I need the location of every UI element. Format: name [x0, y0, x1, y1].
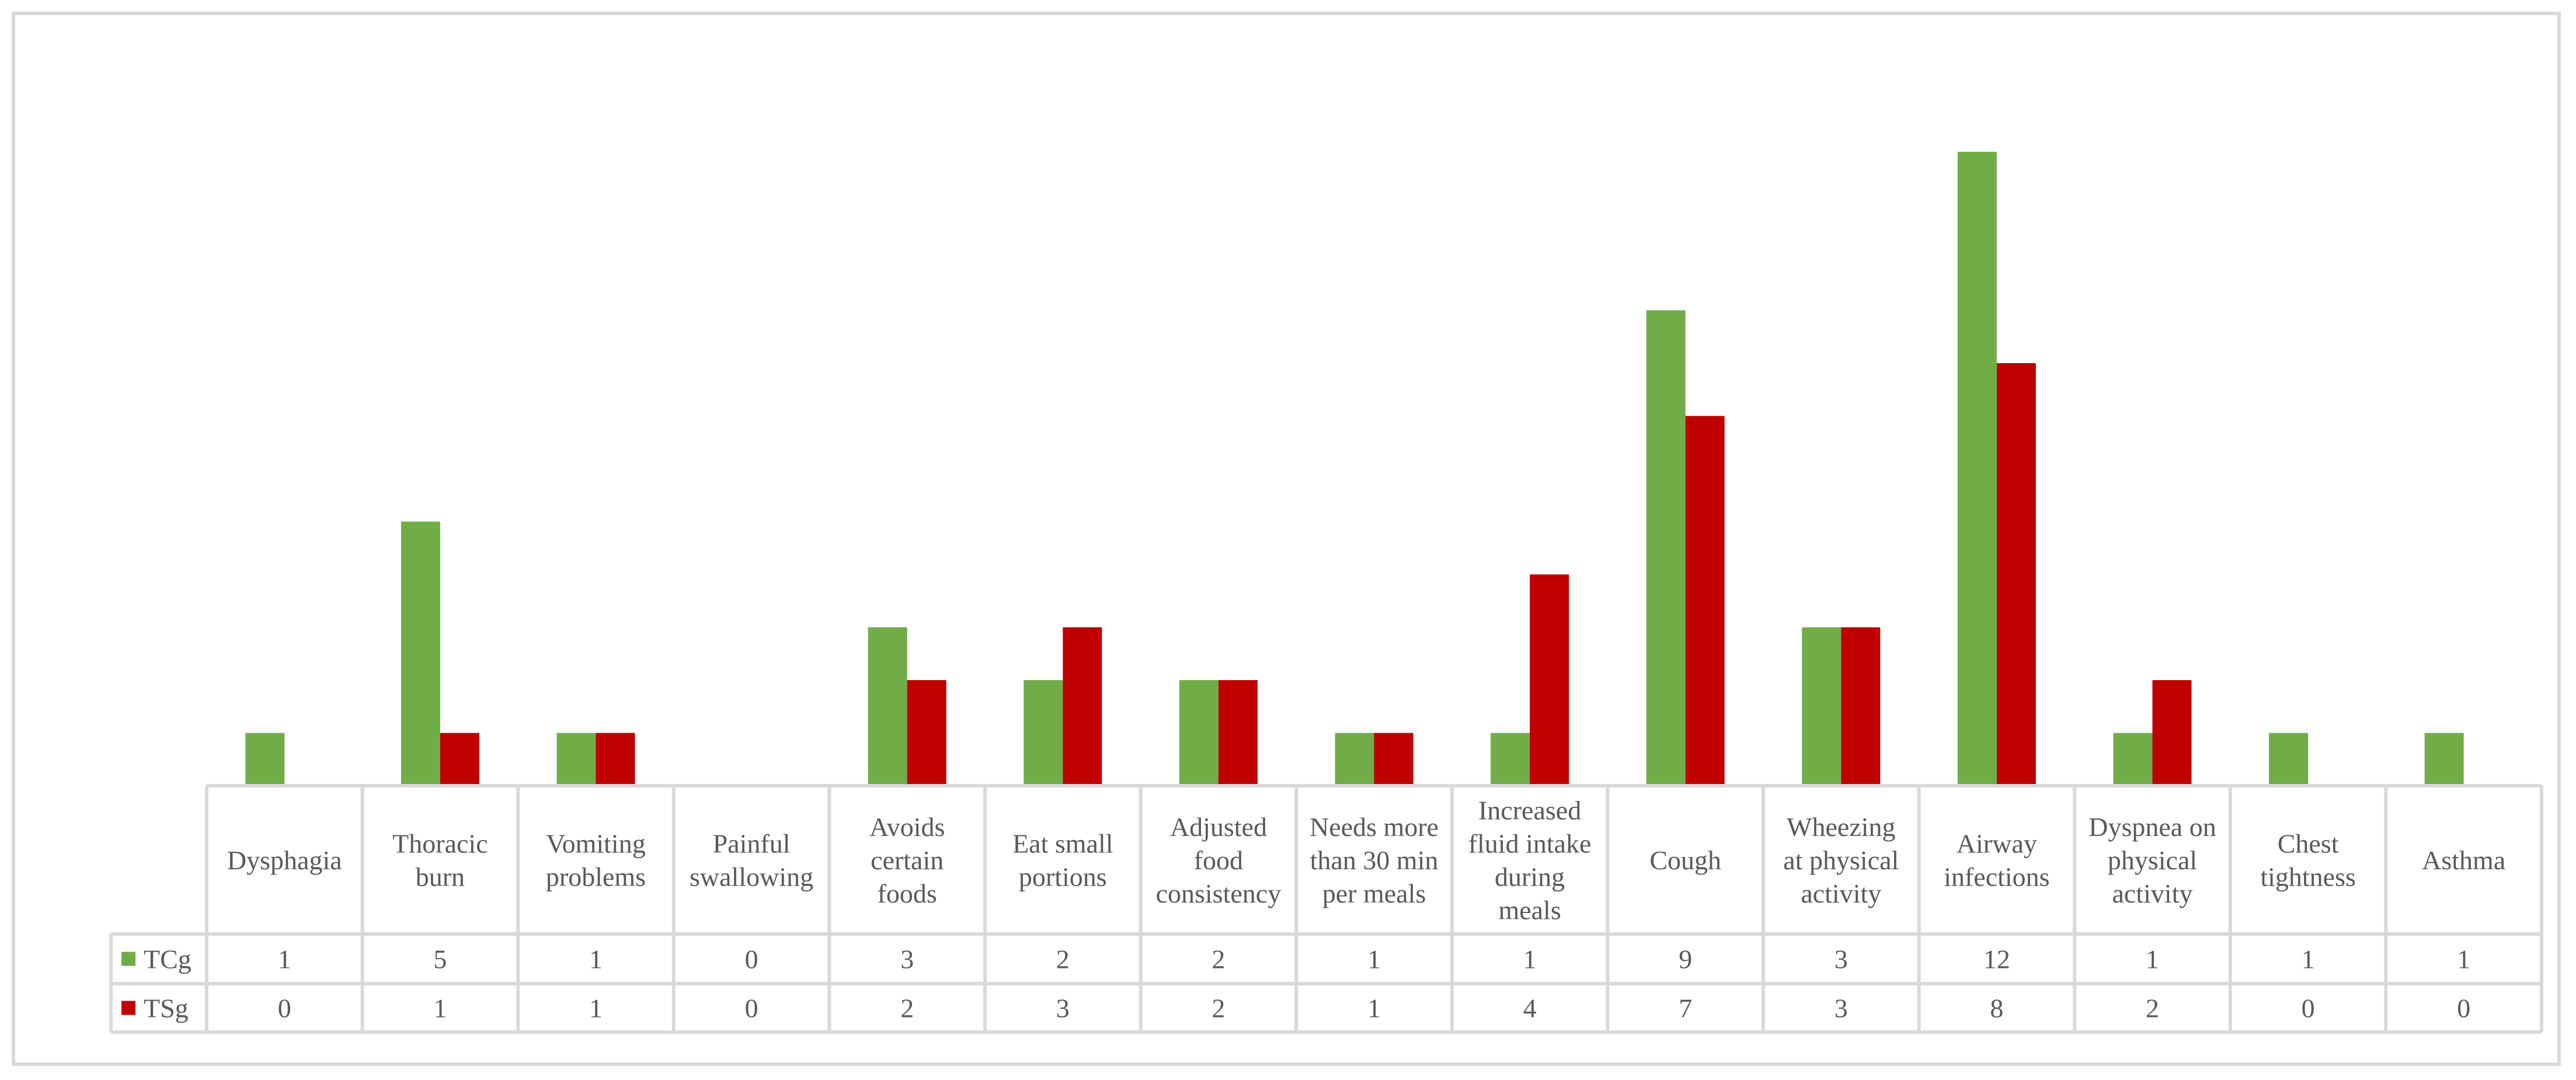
data-label-tsg-3: 0 — [745, 994, 758, 1023]
category-label: Avoids certain foods — [869, 812, 945, 908]
data-label-tsg-4: 2 — [900, 994, 914, 1023]
bar-tcg-1 — [401, 521, 440, 786]
data-label-tcg-13: 1 — [2302, 945, 2315, 974]
bar-tcg-10 — [1802, 627, 1842, 786]
data-label-tcg-14: 1 — [2457, 945, 2470, 974]
category-label: Needs more than 30 min per meals — [1310, 812, 1439, 908]
data-table: Dysphagia Thoracic burn Vomiting problems Pai… — [109, 784, 2543, 1034]
bar-tsg-12 — [2152, 680, 2192, 786]
data-label-tsg-0: 0 — [278, 994, 291, 1023]
data-label-tcg-12: 1 — [2146, 945, 2159, 974]
data-label-tsg-7: 1 — [1367, 994, 1381, 1023]
bar-tsg-1 — [440, 733, 479, 786]
bar-tcg-8 — [1491, 733, 1530, 786]
bar-tsg-7 — [1374, 733, 1414, 786]
bar-tsg-11 — [1996, 363, 2036, 786]
category-label: Thoracic burn — [392, 829, 488, 892]
data-label-tcg-4: 3 — [900, 945, 914, 974]
data-label-tsg-13: 0 — [2302, 994, 2315, 1023]
bar-tcg-9 — [1646, 310, 1686, 786]
category-label: Eat small portions — [1012, 829, 1113, 892]
category-label: Adjusted food consistency — [1156, 812, 1282, 908]
data-label-tcg-9: 9 — [1679, 945, 1692, 974]
data-label-tsg-10: 3 — [1834, 994, 1848, 1023]
bars-group — [245, 152, 2464, 786]
legend-label-tsg: TSg — [144, 994, 189, 1023]
bar-tcg-12 — [2113, 733, 2153, 786]
data-label-tcg-8: 1 — [1523, 945, 1537, 974]
data-label-tsg-8: 4 — [1523, 994, 1537, 1023]
data-label-tsg-5: 3 — [1056, 994, 1070, 1023]
bar-tsg-10 — [1841, 627, 1881, 786]
bar-tcg-2 — [556, 733, 596, 786]
bar-tcg-5 — [1024, 680, 1063, 786]
data-label-tcg-10: 3 — [1834, 945, 1848, 974]
bar-tcg-11 — [1957, 152, 1997, 786]
bar-tcg-0 — [245, 733, 285, 786]
data-label-tsg-9: 7 — [1679, 994, 1692, 1023]
data-label-tcg-6: 2 — [1212, 945, 1225, 974]
legend-key-tsg — [121, 1001, 135, 1015]
category-label: Wheezing at physical activity — [1783, 812, 1899, 908]
legend-label-tcg: TCg — [144, 945, 192, 974]
bar-tsg-4 — [907, 680, 946, 786]
data-label-tsg-1: 1 — [433, 994, 447, 1023]
bar-tcg-7 — [1335, 733, 1374, 786]
data-label-tcg-3: 0 — [745, 945, 758, 974]
data-label-tsg-14: 0 — [2457, 994, 2470, 1023]
bar-tcg-13 — [2269, 733, 2309, 786]
data-label-tcg-5: 2 — [1056, 945, 1070, 974]
data-label-tcg-7: 1 — [1367, 945, 1381, 974]
category-label: Increased fluid intake during meals — [1468, 796, 1592, 925]
category-label: Vomiting problems — [546, 829, 646, 892]
bar-tsg-9 — [1685, 416, 1725, 786]
data-label-tsg-6: 2 — [1212, 994, 1225, 1023]
bar-tcg-14 — [2424, 733, 2464, 786]
category-label: Cough — [1649, 845, 1721, 875]
data-label-tcg-1: 5 — [433, 945, 447, 974]
data-label-tcg-0: 1 — [278, 945, 291, 974]
category-label: Chest tightness — [2260, 829, 2356, 892]
data-label-tcg-2: 1 — [589, 945, 603, 974]
category-label: Airway infections — [1944, 829, 2049, 892]
data-label-tsg-2: 1 — [589, 994, 603, 1023]
category-label: Dyspnea on physical activity — [2088, 812, 2216, 908]
category-label: Asthma — [2422, 845, 2505, 875]
bar-tsg-2 — [596, 733, 635, 786]
category-label: Painful swallowing — [690, 829, 813, 892]
bar-tsg-6 — [1218, 680, 1258, 786]
bar-tsg-5 — [1063, 627, 1102, 786]
category-label: Dysphagia — [227, 845, 342, 875]
bar-tsg-8 — [1530, 574, 1569, 786]
bar-tcg-4 — [868, 627, 907, 786]
data-label-tsg-12: 2 — [2146, 994, 2159, 1023]
data-label-tcg-11: 12 — [1983, 945, 2010, 974]
data-label-tsg-11: 8 — [1990, 994, 2003, 1023]
bar-tcg-6 — [1179, 680, 1219, 786]
legend-key-tcg — [121, 952, 135, 966]
